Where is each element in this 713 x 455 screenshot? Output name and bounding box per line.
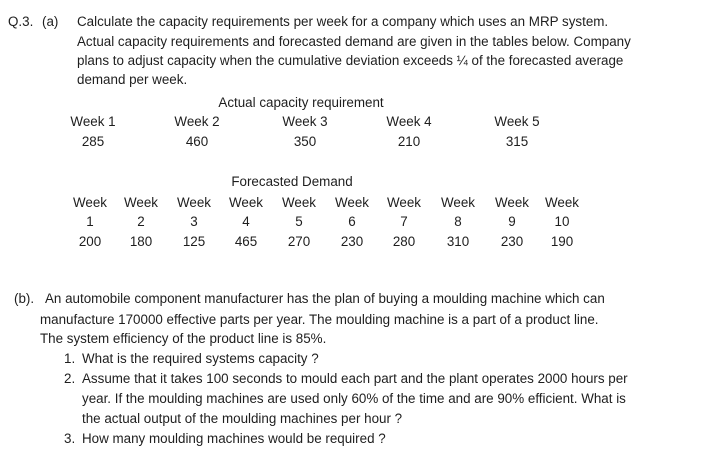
item-line: What is the required systems capacity ? — [82, 351, 319, 366]
table-header: Week 3 — [282, 114, 328, 129]
part-label: (a) — [42, 14, 59, 29]
table-header: Week — [495, 195, 529, 210]
table-header: 1 — [86, 214, 94, 229]
table-cell: 230 — [500, 234, 524, 249]
table-header: 9 — [508, 214, 516, 229]
table-cell: 200 — [78, 234, 102, 249]
table-title: Forecasted Demand — [231, 174, 353, 189]
table-cell: 230 — [340, 234, 364, 249]
question-number: Q.3. — [8, 14, 34, 29]
item-line: Assume that it takes 100 seconds to moul… — [82, 371, 628, 386]
table-header: 2 — [137, 214, 145, 229]
table-cell: 280 — [392, 234, 416, 249]
table-header: 7 — [400, 214, 408, 229]
table-header: Week — [73, 195, 107, 210]
table-cell: 270 — [287, 234, 311, 249]
part-label: (b). — [14, 291, 35, 306]
table-header: Week — [177, 195, 211, 210]
item-number: 2. — [64, 371, 76, 386]
table-header: Week 1 — [70, 114, 116, 129]
table-header: Week — [545, 195, 579, 210]
table-cell: 350 — [293, 134, 317, 149]
table-cell: 315 — [505, 134, 529, 149]
table-cell: 285 — [81, 134, 105, 149]
table-cell: 210 — [397, 134, 421, 149]
table-header: 4 — [242, 214, 250, 229]
paragraph-line: manufacture 170000 effective parts per y… — [40, 312, 599, 327]
table-cell: 465 — [234, 234, 258, 249]
table-cell: 125 — [182, 234, 206, 249]
item-number: 1. — [64, 351, 76, 366]
item-line: year. If the moulding machines are used … — [82, 391, 626, 406]
table-header: Week 2 — [174, 114, 220, 129]
table-header: Week — [124, 195, 158, 210]
table-header: Week 4 — [386, 114, 432, 129]
table-header: 8 — [454, 214, 462, 229]
table-header: 5 — [295, 214, 303, 229]
table-header: Week — [387, 195, 421, 210]
paragraph-line: Actual capacity requirements and forecas… — [77, 34, 631, 49]
table-header: Week 5 — [494, 114, 540, 129]
paragraph-line: plans to adjust capacity when the cumula… — [77, 53, 624, 68]
table-cell: 460 — [185, 134, 209, 149]
paragraph-line: The system efficiency of the product lin… — [40, 331, 327, 346]
paragraph-line: demand per week. — [77, 72, 188, 87]
item-number: 3. — [64, 431, 76, 446]
item-line: the actual output of the moulding machin… — [82, 411, 403, 426]
paragraph-line: Calculate the capacity requirements per … — [77, 14, 609, 29]
table-header: 3 — [190, 214, 198, 229]
table-header: 10 — [554, 214, 570, 229]
table-title: Actual capacity requirement — [218, 95, 384, 110]
table-header: 6 — [348, 214, 356, 229]
table-cell: 180 — [129, 234, 153, 249]
table-header: Week — [229, 195, 263, 210]
table-cell: 190 — [550, 234, 574, 249]
item-line: How many moulding machines would be requ… — [82, 431, 386, 446]
paragraph-line: An automobile component manufacturer has… — [45, 291, 605, 306]
table-header: Week — [282, 195, 316, 210]
table-header: Week — [441, 195, 475, 210]
table-cell: 310 — [446, 234, 470, 249]
table-header: Week — [335, 195, 369, 210]
